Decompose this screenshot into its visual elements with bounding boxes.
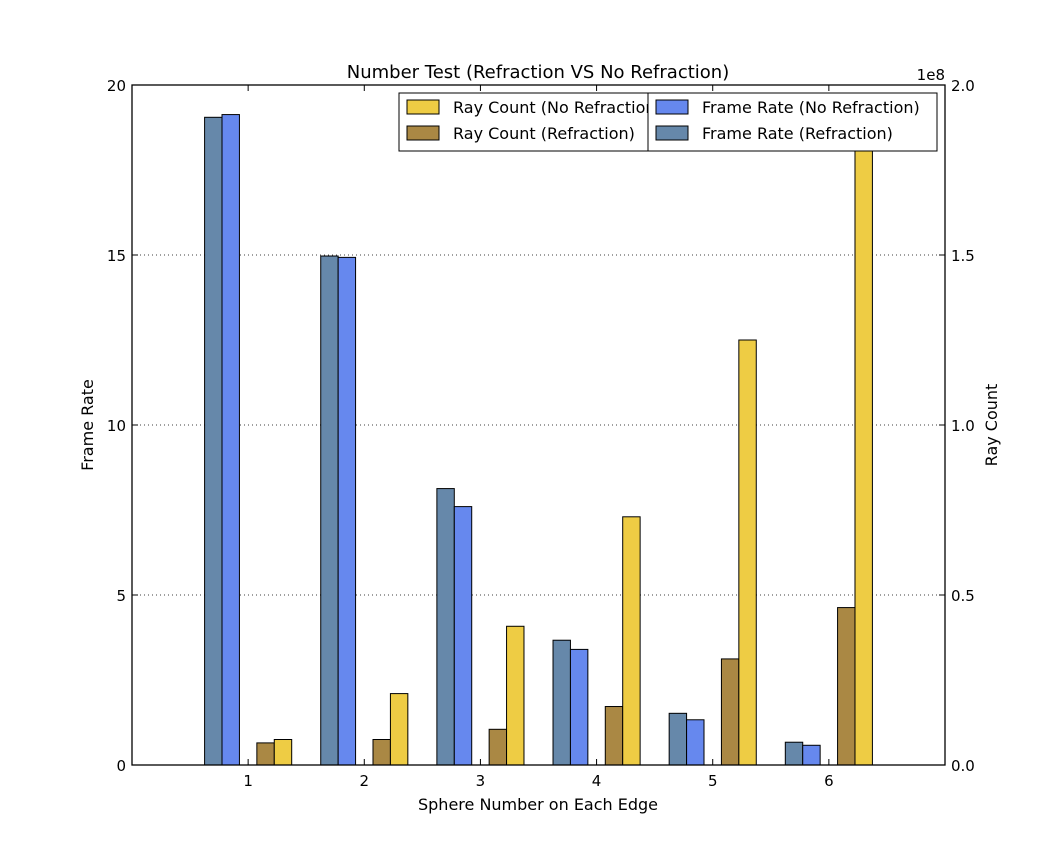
legend-label: Ray Count (Refraction) (453, 124, 635, 143)
x-tick-label: 4 (592, 772, 602, 790)
plot-frame (131, 84, 946, 766)
bar-ray-count-refraction (720, 658, 740, 766)
chart-title: Number Test (Refraction VS No Refraction… (347, 62, 729, 83)
bar-frame-rate-refraction (668, 712, 688, 766)
bar-frame-rate-no-refraction (686, 719, 705, 766)
legend-label: Ray Count (No Refraction) (453, 98, 662, 117)
bar-frame-rate-no-refraction (221, 114, 240, 766)
y-axis-label-right: Ray Count (982, 384, 1001, 467)
bar-ray-count-refraction (604, 706, 624, 766)
legend-box (647, 92, 938, 152)
x-tick-label: 1 (243, 772, 253, 790)
right-tick-label: 0.5 (951, 587, 975, 605)
bar-frame-rate-refraction (204, 116, 223, 766)
left-tick-label: 0 (116, 757, 126, 775)
right-axis-offset-label: 1e8 (917, 66, 945, 84)
legend-swatch (406, 99, 440, 115)
right-tick-label: 0.0 (951, 757, 975, 775)
bar-frame-rate-refraction (784, 741, 804, 766)
legend-box (398, 92, 678, 152)
bar-ray-count-refraction (372, 739, 391, 766)
bar-ray-count-no-refraction (622, 516, 641, 766)
bar-ray-count-refraction (488, 728, 508, 766)
bar-frame-rate-no-refraction (453, 506, 473, 766)
legend-swatch (655, 99, 689, 115)
x-tick-label: 3 (476, 772, 486, 790)
right-tick-label: 1.0 (951, 417, 975, 435)
x-tick-label: 6 (824, 772, 834, 790)
bar-frame-rate-refraction (320, 255, 339, 766)
left-tick-label: 10 (107, 417, 126, 435)
x-axis-label: Sphere Number on Each Edge (418, 795, 658, 814)
legend-swatch (406, 125, 440, 141)
left-tick-label: 15 (107, 247, 126, 265)
bar-frame-rate-refraction (436, 488, 455, 766)
bar-frame-rate-no-refraction (802, 744, 821, 766)
legend-label: Frame Rate (Refraction) (702, 124, 893, 143)
bar-frame-rate-refraction (552, 639, 571, 766)
left-tick-label: 5 (116, 587, 126, 605)
right-tick-label: 1.5 (951, 247, 975, 265)
y-axis-label-left: Frame Rate (78, 379, 97, 471)
x-tick-label: 2 (360, 772, 370, 790)
right-tick-label: 2.0 (951, 77, 975, 95)
x-tick-label: 5 (708, 772, 718, 790)
bar-ray-count-no-refraction (738, 339, 757, 766)
legend-swatch (655, 125, 689, 141)
left-tick-label: 20 (107, 77, 126, 95)
bar-ray-count-no-refraction (506, 625, 525, 766)
bar-ray-count-no-refraction (389, 693, 409, 766)
bar-ray-count-refraction (256, 742, 275, 766)
bar-ray-count-no-refraction (854, 121, 873, 766)
bar-ray-count-no-refraction (273, 739, 293, 766)
legend-label: Frame Rate (No Refraction) (702, 98, 920, 117)
bar-frame-rate-no-refraction (337, 256, 357, 766)
bar-ray-count-refraction (837, 607, 856, 766)
bar-frame-rate-no-refraction (569, 648, 589, 766)
